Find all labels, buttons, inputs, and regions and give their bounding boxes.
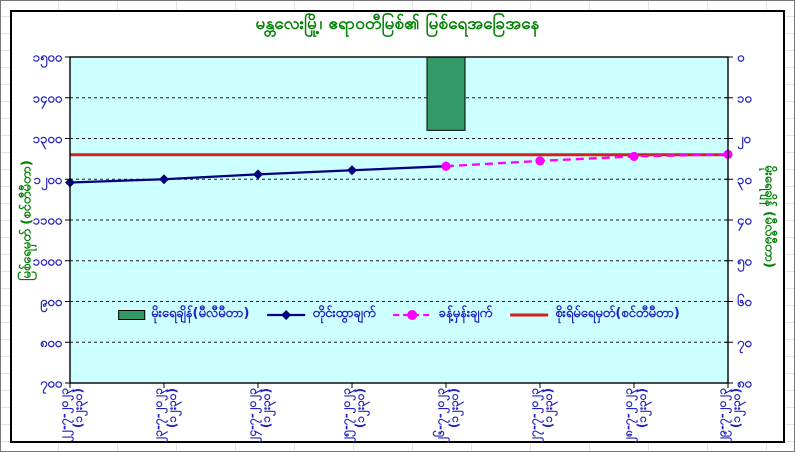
data-point-circle xyxy=(629,151,639,162)
legend-item-measured: တိုင်းထွာချက် xyxy=(266,305,376,324)
legend-item-forecast: ခန့်မှန်းချက် xyxy=(393,305,493,324)
right-axis-tick-label: ၈၀ xyxy=(737,377,752,392)
data-point-diamond xyxy=(159,174,169,185)
legend-label-forecast: ခန့်မှန်းချက် xyxy=(438,306,493,321)
x-axis-time-label: (၁၂း၃၀) xyxy=(635,388,653,428)
right-axis-tick-label: ၇၀ xyxy=(737,336,752,354)
data-point-diamond xyxy=(253,169,263,180)
right-axis-title: မိုးရေချိန် (မီလီမီတာ) xyxy=(761,165,777,268)
right-axis-tick-label: ၁၀ xyxy=(737,91,752,106)
x-axis-time-label: (၁၂း၃၀) xyxy=(447,388,465,428)
left-axis-tick-label: ၁၄၀၀ xyxy=(33,91,63,109)
x-axis-time-label: (၁၂း၃၀) xyxy=(541,388,559,428)
x-axis-time-label: (၁၂း၃၀) xyxy=(71,388,89,428)
x-axis-time-label: (၁၂း၃၀) xyxy=(353,388,371,428)
legend-label-danger-level: စိုးရိမ်ရေမှတ်(စင်တီမီတာ) xyxy=(555,306,680,321)
left-axis-tick-label: ၈၀၀ xyxy=(40,336,63,351)
rainfall-bar xyxy=(426,56,466,131)
x-axis-time-label: (၁၂း၃၀) xyxy=(165,388,183,428)
right-axis-tick-label: ၃၀ xyxy=(737,173,752,191)
left-axis-tick-label: ၁၀၀၀ xyxy=(33,254,63,269)
left-axis-title: မြစ်ရေမှတ် (စင်တီမီတာ) xyxy=(19,160,35,281)
data-point-circle xyxy=(441,161,451,171)
chart-legend: မိုးရေချိန်(မီလီမီတာ) တိုင်းထွာချက် ခန့်… xyxy=(118,305,680,324)
right-axis-tick-label: ၆၀ xyxy=(737,293,752,310)
left-axis-tick-label: ၁၃၀၀ xyxy=(33,132,63,150)
chart-title: မန္တလေးမြို့၊ ဧရာဝတီမြစ်၏ မြစ်ရေအခြေအနေ xyxy=(255,14,540,34)
x-axis-date-label: ၂၂-၇-၂၀၂၃ xyxy=(57,388,75,443)
x-axis-date-label: ၂၆-၇-၂၀၂၃ xyxy=(431,388,451,444)
x-axis-date-label: ၂၈-၇-၂၀၂၃ xyxy=(621,388,639,444)
left-axis-tick-label: ၉၀၀ xyxy=(40,295,63,313)
legend-label-measured: တိုင်းထွာချက် xyxy=(312,306,376,321)
left-axis-tick-label: ၁၅၀၀ xyxy=(33,51,63,69)
legend-swatch-measured-line xyxy=(267,309,306,320)
forecast-line xyxy=(445,153,729,168)
right-axis-tick-label: ၀ xyxy=(737,51,745,66)
legend-label-rainfall: မိုးရေချိန်(မီလီမီတာ) xyxy=(151,306,250,321)
x-axis-date-label: ၂၅-၇-၂၀၂၃ xyxy=(339,388,357,444)
x-axis-date-label: ၂၄-၇-၂၀၂၃ xyxy=(245,388,263,444)
right-axis-tick-label: ၅၀ xyxy=(737,254,752,272)
x-axis-time-label: (၁၂း၃၀) xyxy=(259,388,277,428)
x-axis-time-label: (၁၂း၃၀) xyxy=(729,388,747,428)
legend-item-danger-level: စိုးရိမ်ရေမှတ်(စင်တီမီတာ) xyxy=(509,305,680,324)
data-point-diamond xyxy=(347,165,357,176)
left-axis-tick-label: ၁၂၀၀ xyxy=(34,173,63,191)
legend-swatch-rainfall-bar xyxy=(118,309,146,320)
right-axis-tick-label: ၂၀ xyxy=(737,132,751,150)
right-axis-tick-label: ၄၀ xyxy=(737,214,752,232)
legend-swatch-danger-line xyxy=(510,313,549,316)
data-point-circle xyxy=(535,156,545,166)
left-axis-tick-label: ၇၀၀ xyxy=(40,377,63,395)
legend-item-rainfall: မိုးရေချိန်(မီလီမီတာ) xyxy=(118,305,249,324)
left-axis-tick-label: ၁၁၀၀ xyxy=(33,214,63,229)
x-axis-date-label: ၂၇-၇-၂၀၂၃ xyxy=(527,388,545,444)
x-axis-date-label: ၂၃-၇-၂၀၂၃ xyxy=(151,388,169,444)
x-axis-date-label: ၂၉-၇-၂၀၂၃ xyxy=(715,388,733,444)
legend-swatch-forecast-line xyxy=(393,309,432,320)
